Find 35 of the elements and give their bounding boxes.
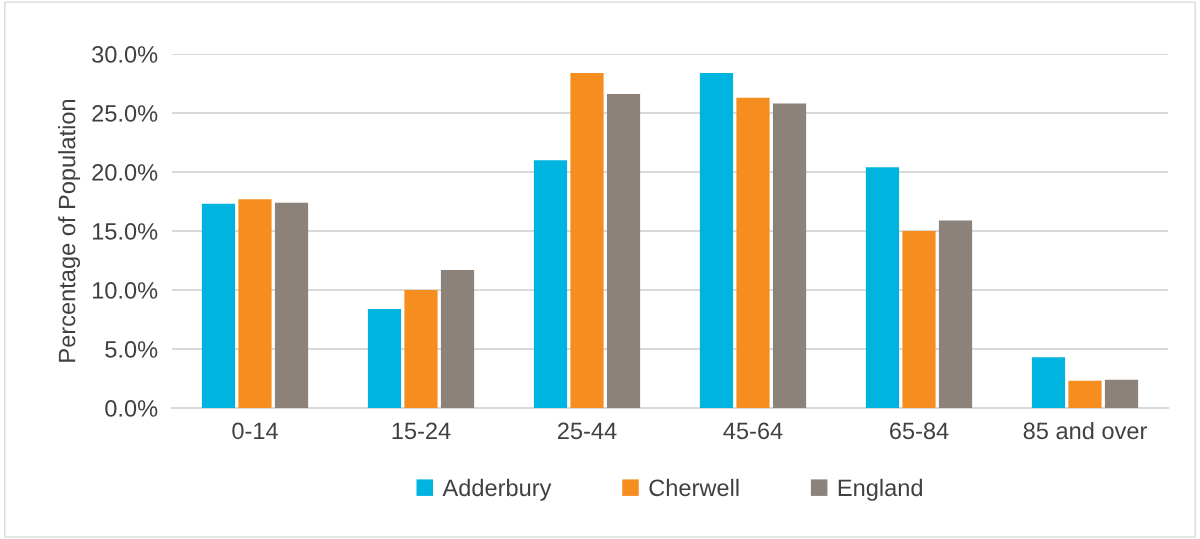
- bar: [606, 94, 641, 408]
- legend-label: Adderbury: [442, 478, 552, 501]
- x-tick-label: 85 and over: [1023, 421, 1147, 440]
- x-tick-label: 45-64: [723, 422, 783, 440]
- bar: [570, 72, 604, 408]
- y-axis-title: Percentage of Population: [58, 99, 81, 362]
- bar: [238, 199, 272, 408]
- y-tick-label: 30.0%: [92, 46, 158, 63]
- y-tick-label: 10.0%: [92, 282, 158, 299]
- x-tick-label: 15-24: [392, 422, 451, 440]
- legend-label: Cherwell: [649, 478, 739, 497]
- bar: [533, 160, 568, 408]
- bar: [772, 103, 807, 408]
- bar: [440, 269, 475, 408]
- bar: [367, 308, 402, 408]
- bar: [938, 220, 973, 408]
- y-tick-label: 0.0%: [105, 400, 158, 417]
- y-tick-label: 25.0%: [92, 105, 158, 122]
- bar: [404, 290, 438, 408]
- bar: [902, 231, 936, 408]
- bar: [1068, 380, 1102, 408]
- bar: [736, 97, 770, 408]
- bar: [699, 72, 734, 408]
- x-tick-label: 0-14: [232, 422, 278, 440]
- y-tick-label: 15.0%: [92, 223, 158, 240]
- bar: [1104, 379, 1139, 408]
- bar: [274, 202, 309, 408]
- legend-label: England: [838, 478, 922, 501]
- bar: [865, 167, 900, 408]
- x-tick-label: 65-84: [890, 422, 949, 440]
- bar: [201, 203, 236, 408]
- y-tick-label: 5.0%: [105, 341, 158, 358]
- y-tick-label: 20.0%: [92, 164, 158, 181]
- bar: [1031, 357, 1066, 408]
- x-tick-label: 25-44: [558, 422, 617, 440]
